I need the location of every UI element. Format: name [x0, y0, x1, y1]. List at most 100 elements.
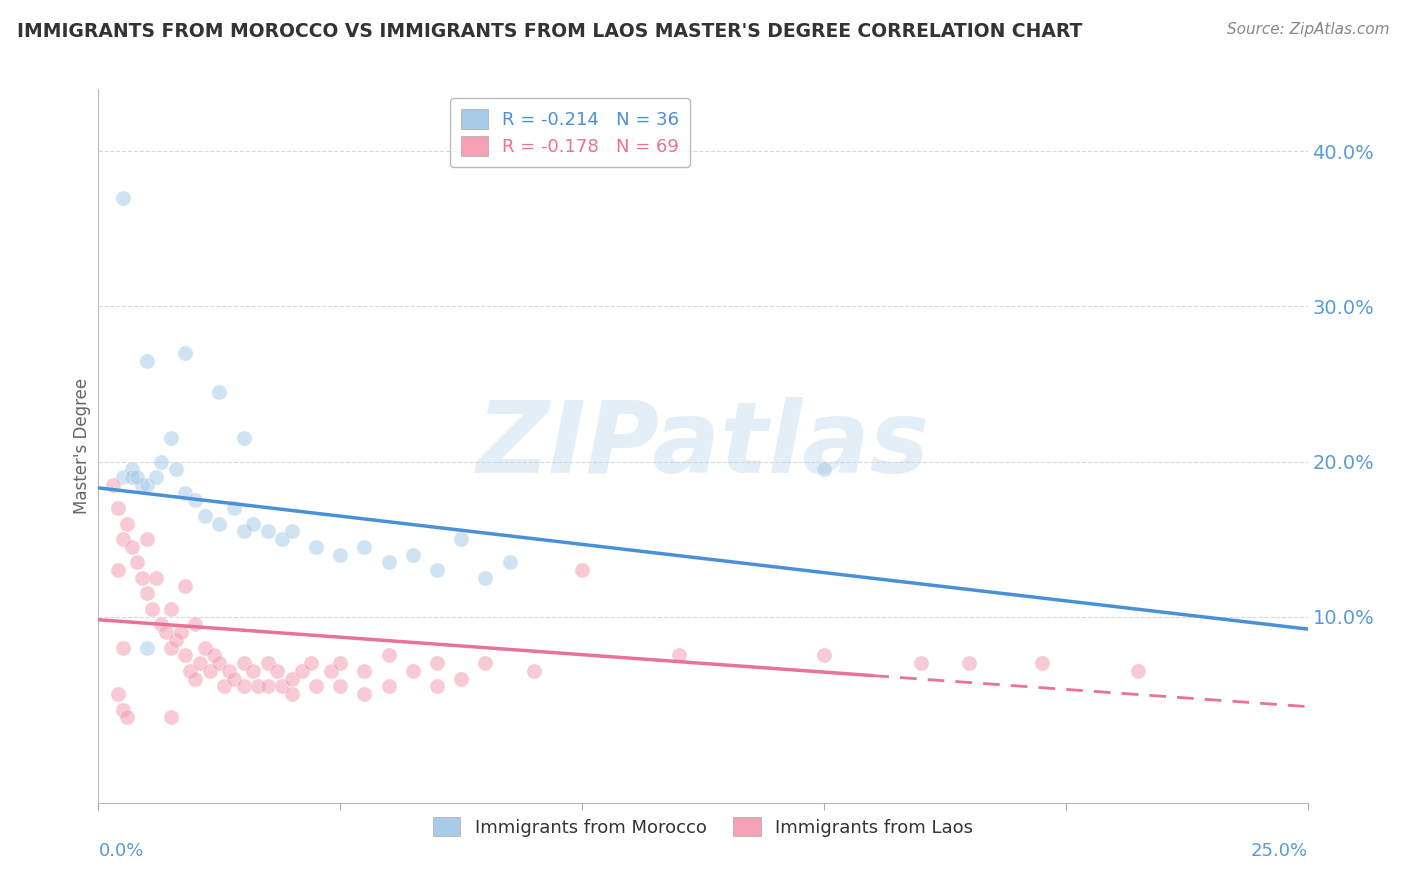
Point [305, 680, 328, 694]
Point [426, 680, 449, 694]
Point [218, 664, 240, 678]
Point [131, 477, 153, 491]
Point [111, 703, 134, 717]
Point [169, 625, 191, 640]
Point [910, 656, 932, 670]
Point [256, 680, 278, 694]
Point [957, 656, 980, 670]
Point [426, 563, 449, 577]
Point [179, 664, 201, 678]
Point [135, 353, 157, 368]
Point [160, 710, 183, 724]
Text: 25.0%: 25.0% [1250, 841, 1308, 860]
Point [232, 656, 254, 670]
Point [165, 632, 187, 647]
Point [208, 656, 231, 670]
Point [299, 656, 322, 670]
Point [111, 640, 134, 655]
Point [111, 191, 134, 205]
Point [174, 346, 197, 360]
Point [377, 648, 399, 663]
Point [232, 680, 254, 694]
Point [474, 656, 496, 670]
Point [135, 586, 157, 600]
Text: ZIPatlas: ZIPatlas [477, 398, 929, 494]
Point [204, 648, 226, 663]
Text: Source: ZipAtlas.com: Source: ZipAtlas.com [1226, 22, 1389, 37]
Point [377, 555, 399, 569]
Point [127, 555, 149, 569]
Point [212, 680, 235, 694]
Point [184, 493, 207, 508]
Point [232, 431, 254, 445]
Point [450, 672, 472, 686]
Point [329, 680, 352, 694]
Point [121, 540, 143, 554]
Legend: Immigrants from Morocco, Immigrants from Laos: Immigrants from Morocco, Immigrants from… [426, 809, 980, 844]
Point [353, 664, 375, 678]
Text: 0.0%: 0.0% [98, 841, 143, 860]
Point [165, 462, 187, 476]
Point [353, 687, 375, 701]
Point [121, 462, 143, 476]
Point [208, 384, 231, 399]
Point [402, 664, 425, 678]
Point [232, 524, 254, 539]
Point [150, 617, 173, 632]
Point [121, 470, 143, 484]
Point [111, 470, 134, 484]
Point [174, 579, 197, 593]
Point [271, 680, 294, 694]
Point [117, 516, 139, 531]
Point [813, 462, 835, 476]
Point [290, 664, 312, 678]
Point [474, 571, 496, 585]
Point [222, 501, 245, 516]
Point [160, 602, 183, 616]
Point [141, 602, 163, 616]
Point [111, 532, 134, 546]
Point [150, 454, 173, 468]
Point [256, 524, 278, 539]
Point [107, 563, 129, 577]
Point [174, 648, 197, 663]
Point [402, 548, 425, 562]
Point [135, 640, 157, 655]
Point [1128, 664, 1150, 678]
Point [101, 477, 124, 491]
Point [668, 648, 690, 663]
Point [194, 508, 217, 523]
Point [271, 532, 294, 546]
Point [131, 571, 153, 585]
Point [450, 532, 472, 546]
Point [242, 664, 264, 678]
Point [813, 648, 835, 663]
Point [184, 617, 207, 632]
Point [281, 672, 304, 686]
Point [329, 656, 352, 670]
Text: IMMIGRANTS FROM MOROCCO VS IMMIGRANTS FROM LAOS MASTER'S DEGREE CORRELATION CHAR: IMMIGRANTS FROM MOROCCO VS IMMIGRANTS FR… [17, 22, 1083, 41]
Point [107, 687, 129, 701]
Point [266, 664, 288, 678]
Point [329, 548, 352, 562]
Point [135, 532, 157, 546]
Point [188, 656, 211, 670]
Y-axis label: Master's Degree: Master's Degree [73, 378, 91, 514]
Point [160, 431, 183, 445]
Point [194, 640, 217, 655]
Point [247, 680, 270, 694]
Point [498, 555, 520, 569]
Point [145, 470, 167, 484]
Point [160, 640, 183, 655]
Point [208, 516, 231, 531]
Point [117, 710, 139, 724]
Point [571, 563, 593, 577]
Point [353, 540, 375, 554]
Point [174, 485, 197, 500]
Point [107, 501, 129, 516]
Point [198, 664, 221, 678]
Point [155, 625, 177, 640]
Point [426, 656, 449, 670]
Point [523, 664, 546, 678]
Point [256, 656, 278, 670]
